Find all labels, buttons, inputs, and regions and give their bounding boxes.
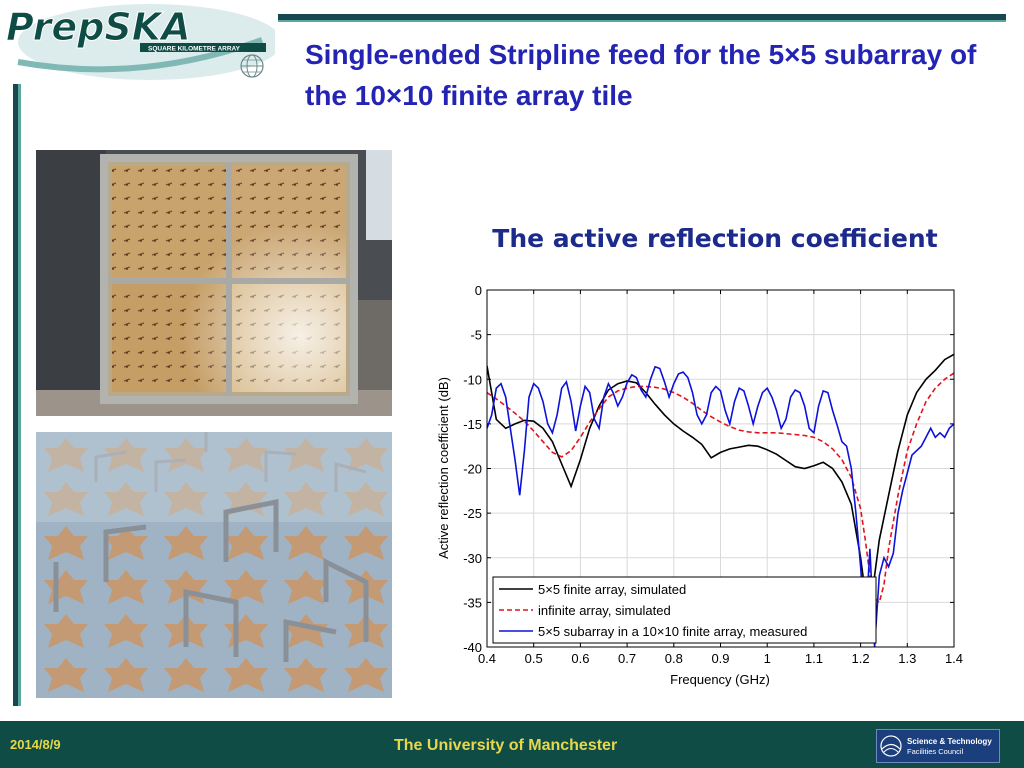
reflection-coefficient-chart: 0.4 0.5 0.6 0.7 0.8 0.9 1 1.1 1.2 1.3 1.4 0 -5 -10 -15… [430, 278, 1010, 698]
x-tick-label: 1.1 [805, 651, 823, 666]
x-tick-label: 1.4 [945, 651, 963, 666]
series-line-1 [487, 353, 954, 605]
footer-bar: 2014/8/9 The University of Manchester Sc… [0, 721, 1024, 768]
plot-frame [486, 289, 955, 648]
left-rule-accent [18, 84, 21, 706]
x-tick-label: 0.6 [571, 651, 589, 666]
y-axis-label: Active reflection coefficient (dB) [436, 377, 451, 559]
logo-text: PrepSKA [6, 5, 191, 49]
x-tick-label: 0.9 [711, 651, 729, 666]
chart-heading: The active reflection coefficient [492, 224, 938, 253]
x-tick-label: 0.4 [478, 651, 496, 666]
globe-icon [240, 54, 264, 78]
logo-tagline: SQUARE KILOMETRE ARRAY [148, 46, 241, 53]
y-tick-label: 0 [475, 283, 482, 298]
y-tick-label: -35 [463, 595, 482, 610]
x-tick-label: 0.5 [525, 651, 543, 666]
legend-label-1: 5×5 finite array, simulated [538, 582, 686, 597]
stfc-emblem-icon [880, 735, 902, 757]
x-tick-label: 0.7 [618, 651, 636, 666]
slide-title: Single-ended Stripline feed for the 5×5 … [305, 39, 977, 111]
stfc-logo: Science & Technology Facilities Council [876, 729, 1000, 763]
legend-label-3: 5×5 subarray in a 10×10 finite array, me… [538, 624, 807, 639]
y-tick-label: -25 [463, 506, 482, 521]
top-rule [278, 14, 1006, 20]
series-line-2 [487, 372, 954, 604]
footer-university: The University of Manchester [394, 737, 618, 754]
dipole-elements-photo [36, 432, 392, 698]
y-tick-label: -5 [470, 328, 482, 343]
legend-box [492, 576, 877, 644]
prepska-logo: PrepSKA SQUARE KILOMETRE ARRAY [0, 0, 282, 82]
array-tile-photo [36, 150, 392, 416]
stfc-line1: Science & Technology [907, 737, 992, 746]
legend-label-2: infinite array, simulated [538, 603, 671, 618]
y-tick-label: -40 [463, 640, 482, 655]
stfc-line2: Facilities Council [907, 747, 964, 756]
top-rule-accent [278, 20, 1006, 22]
x-tick-label: 1 [764, 651, 771, 666]
y-tick-label: -10 [463, 372, 482, 387]
footer-date: 2014/8/9 [10, 737, 61, 752]
y-tick-label: -20 [463, 462, 482, 477]
chart-svg: 0.4 0.5 0.6 0.7 0.8 0.9 1 1.1 1.2 1.3 1.4 0 -5 -10 -15… [436, 283, 963, 687]
chart-legend: 5×5 finite array, simulated infinite arra… [492, 576, 877, 644]
x-axis-label: Frequency (GHz) [670, 672, 770, 687]
y-tick-label: -30 [463, 551, 482, 566]
x-tick-label: 1.2 [852, 651, 870, 666]
x-tick-label: 0.8 [665, 651, 683, 666]
chart-ticks: 0.4 0.5 0.6 0.7 0.8 0.9 1 1.1 1.2 1.3 1.4 0 -5 -10 -15… [463, 283, 963, 666]
x-tick-label: 1.3 [898, 651, 916, 666]
y-tick-label: -15 [463, 417, 482, 432]
left-rule [13, 84, 18, 706]
